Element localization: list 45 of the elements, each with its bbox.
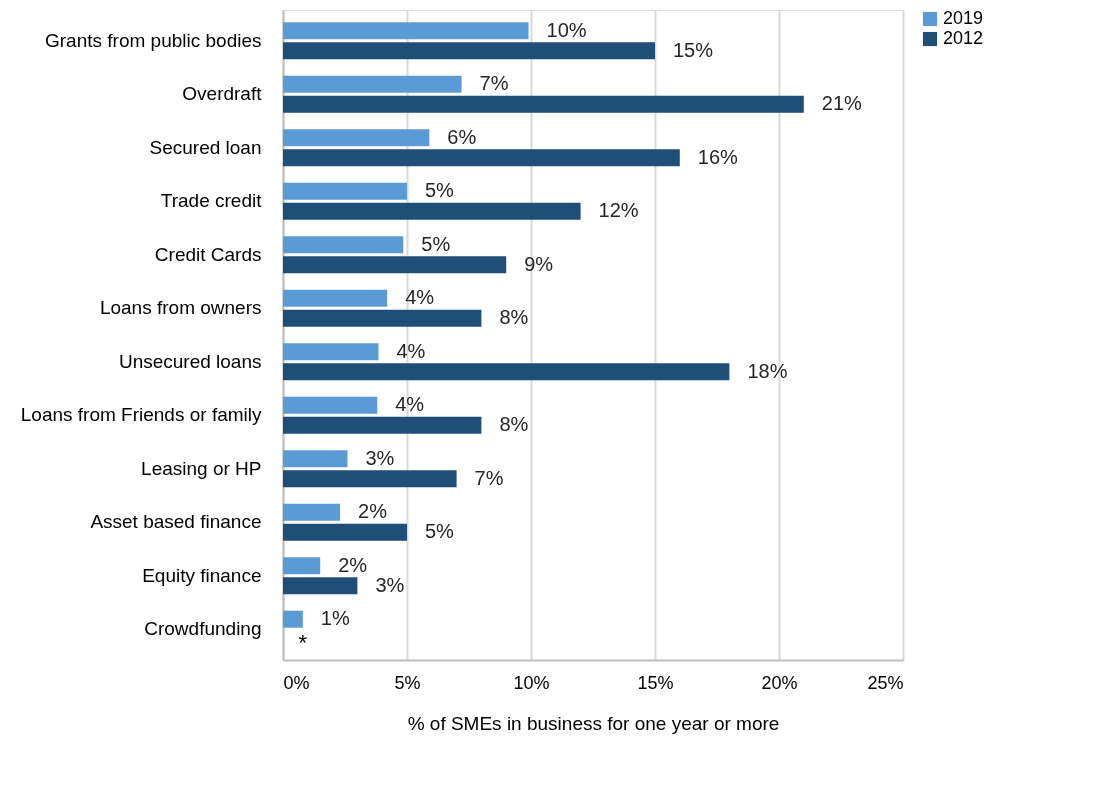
y-tick-label: Overdraft: [182, 83, 263, 105]
data-label: 4%: [405, 286, 435, 309]
data-label: 16%: [697, 145, 739, 168]
annotation: *: [298, 630, 308, 656]
legend-label: 2019: [943, 8, 984, 28]
data-label: 5%: [425, 520, 455, 543]
y-tick-label: Credit Cards: [154, 243, 262, 265]
data-label: 15%: [673, 38, 714, 61]
y-tick-label: Secured loan: [149, 136, 262, 158]
y-tick-label: Asset based finance: [90, 511, 262, 533]
x-tick-label: 0%: [283, 672, 310, 693]
data-label: 21%: [821, 92, 863, 115]
data-label: 4%: [396, 339, 426, 362]
data-label: 7%: [479, 72, 509, 95]
x-axis-title: % of SMEs in business for one year or more: [407, 712, 780, 734]
x-tick-label: 15%: [637, 672, 674, 693]
data-label: 3%: [375, 573, 405, 596]
data-label: 2%: [358, 500, 388, 523]
data-label: 10%: [546, 18, 587, 41]
data-label: 3%: [365, 446, 395, 469]
legend-label: 2012: [943, 28, 984, 48]
data-label: 8%: [499, 413, 529, 436]
y-tick-label: Leasing or HP: [141, 457, 262, 479]
x-tick-label: 5%: [394, 672, 421, 693]
data-label: 12%: [598, 199, 639, 222]
y-tick-label: Trade credit: [160, 190, 263, 212]
data-label: 4%: [395, 393, 425, 416]
y-tick-label: Loans from Friends or family: [20, 404, 262, 426]
y-tick-label: Grants from public bodies: [45, 29, 262, 51]
y-tick-label: Crowdfunding: [144, 618, 262, 640]
data-label: 7%: [474, 466, 504, 489]
y-tick-label: Equity finance: [142, 564, 262, 586]
x-tick-label: 25%: [867, 672, 904, 693]
data-label: 6%: [447, 125, 477, 148]
y-tick-label: Loans from owners: [99, 297, 262, 319]
data-label: 8%: [499, 306, 529, 329]
data-label: 5%: [421, 232, 451, 255]
x-tick-label: 10%: [513, 672, 550, 693]
data-label: 2%: [338, 553, 368, 576]
data-label: 9%: [524, 252, 554, 275]
data-label: 1%: [320, 607, 350, 630]
data-label: 5%: [425, 179, 455, 202]
data-label: 18%: [747, 359, 788, 382]
y-tick-label: Unsecured loans: [118, 350, 262, 372]
x-tick-label: 20%: [761, 672, 798, 693]
